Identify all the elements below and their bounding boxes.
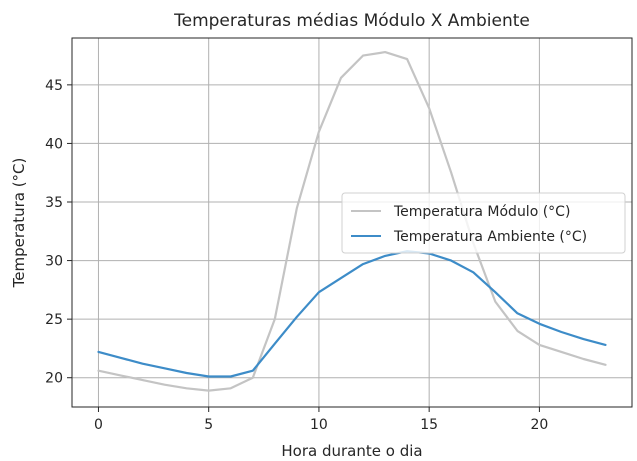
x-tick-label: 10 bbox=[310, 417, 328, 433]
x-axis-label: Hora durante o dia bbox=[281, 442, 422, 460]
legend-label-ambiente: Temperatura Ambiente (°C) bbox=[393, 229, 587, 245]
x-tick-label: 5 bbox=[204, 417, 213, 433]
plot-area-frame bbox=[71, 37, 633, 408]
y-tick-label: 40 bbox=[45, 136, 63, 152]
series-line-0 bbox=[97, 50, 607, 392]
y-tick-label: 20 bbox=[45, 371, 63, 387]
y-tick-label: 25 bbox=[45, 312, 63, 328]
x-tick-label: 0 bbox=[94, 417, 103, 433]
y-tick-label: 30 bbox=[45, 254, 63, 270]
series-line-1 bbox=[97, 250, 607, 378]
y-tick-label: 45 bbox=[45, 78, 63, 94]
axis-ticks: 0 5 10 15 20 20 25 30 35 40 45 bbox=[45, 78, 548, 433]
y-tick-label: 35 bbox=[45, 195, 63, 211]
legend-box bbox=[341, 192, 626, 254]
chart-title: Temperaturas médias Módulo X Ambiente bbox=[173, 11, 530, 31]
x-tick-label: 15 bbox=[420, 417, 438, 433]
series-lines bbox=[97, 50, 607, 392]
legend-label-modulo: Temperatura Módulo (°C) bbox=[393, 204, 570, 220]
y-axis-label: Temperatura (°C) bbox=[10, 158, 28, 289]
legend: Temperatura Módulo (°C) Temperatura Ambi… bbox=[341, 192, 626, 254]
x-tick-label: 20 bbox=[530, 417, 548, 433]
